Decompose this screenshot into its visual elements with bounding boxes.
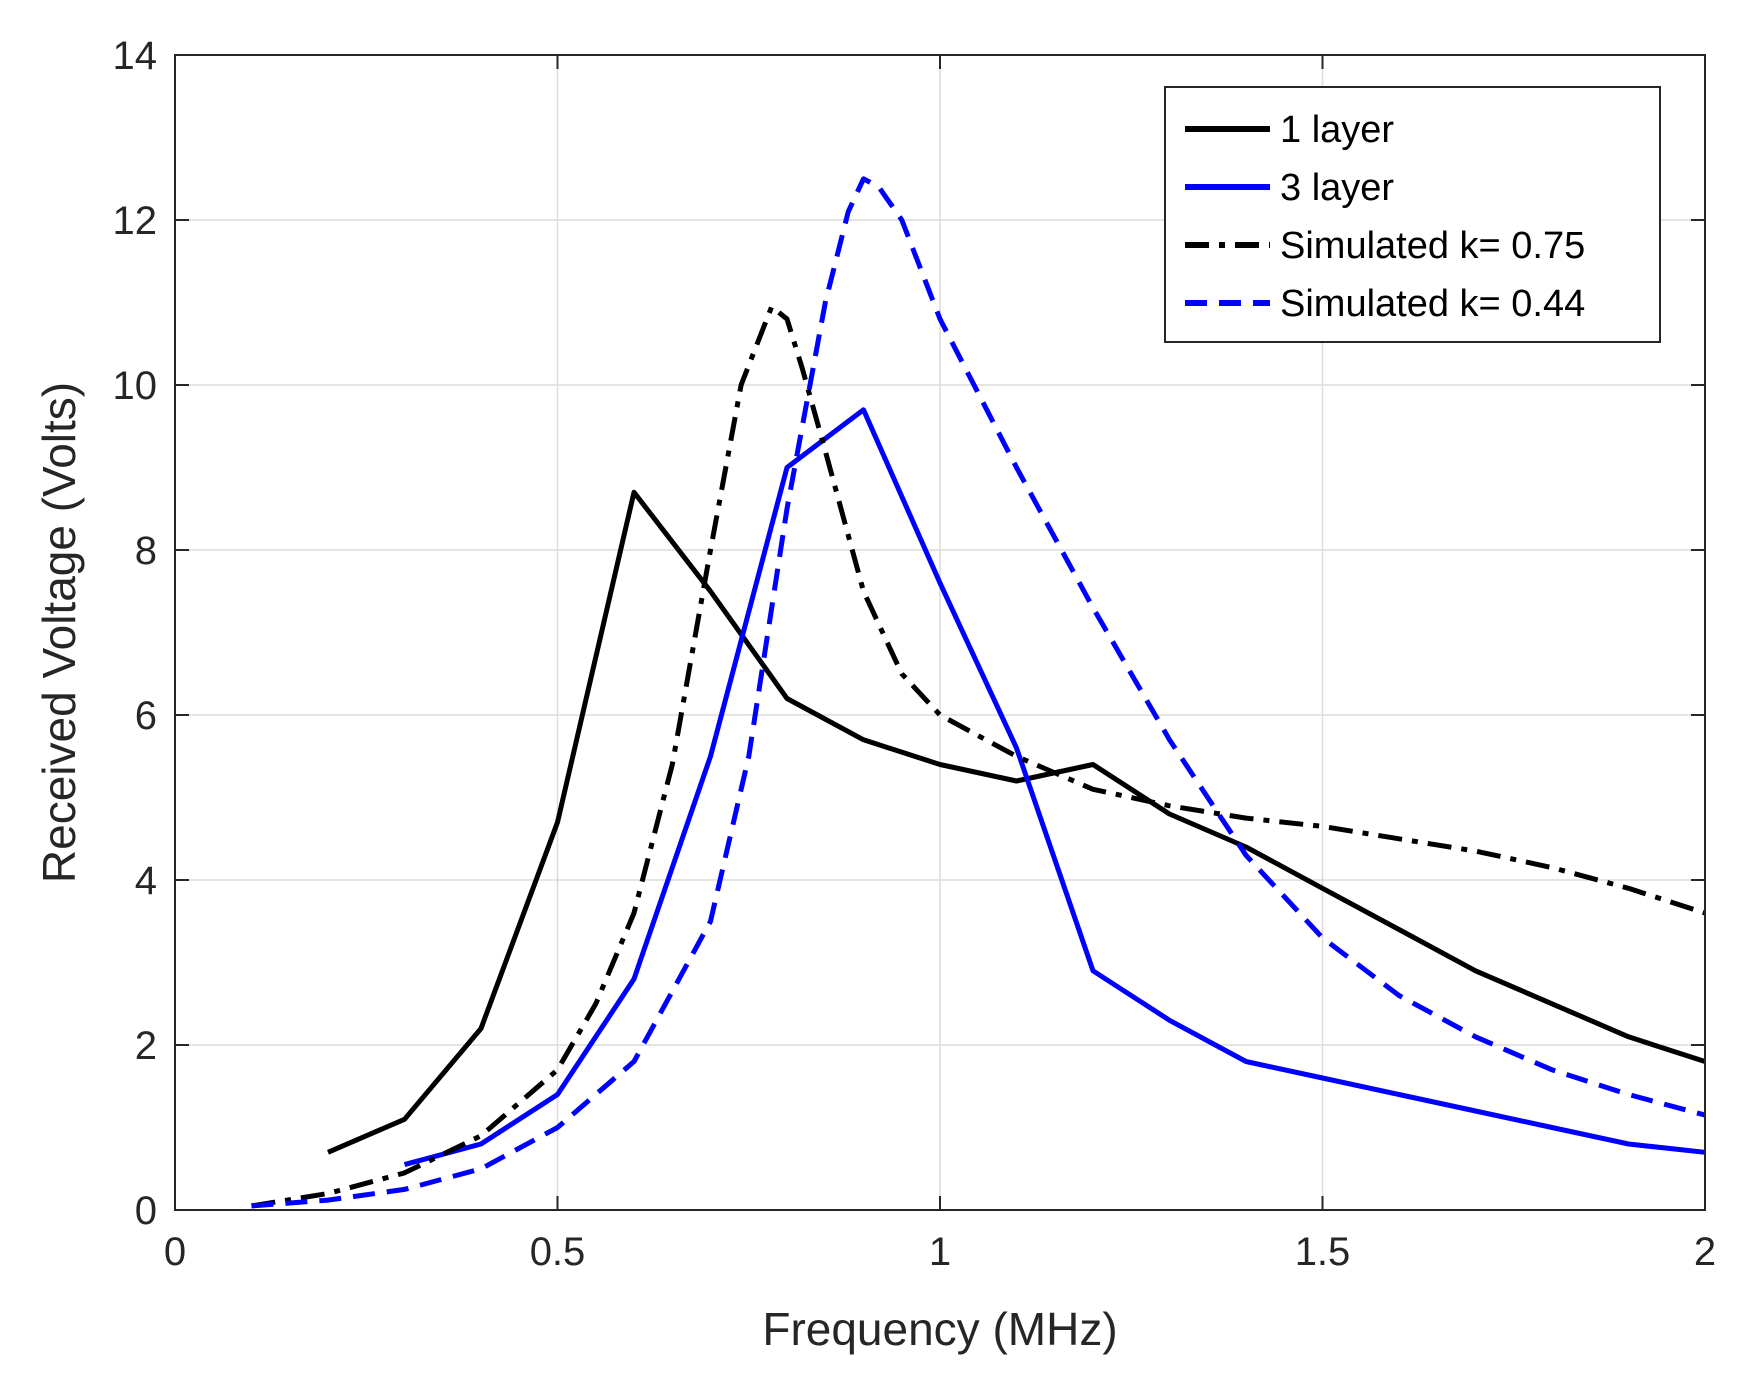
x-tick-label: 1 <box>929 1230 951 1274</box>
series-line-1 <box>403 407 1706 1168</box>
x-tick-label: 1.5 <box>1295 1230 1351 1274</box>
y-tick-label: 6 <box>135 694 157 738</box>
y-tick-label: 2 <box>135 1024 157 1068</box>
y-tick-label: 12 <box>113 199 158 243</box>
x-tick-label: 0 <box>164 1230 186 1274</box>
x-tick-label: 2 <box>1694 1230 1716 1274</box>
y-tick-label: 10 <box>113 364 158 408</box>
y-tick-label: 4 <box>135 859 157 903</box>
legend-label: Simulated k= 0.75 <box>1280 225 1585 267</box>
series-line-2 <box>251 304 1706 1209</box>
series-line-0 <box>327 489 1706 1155</box>
axis-ticks: 0 0.5 1 1.5 2 0 2 4 6 8 10 12 14 <box>113 34 1717 1274</box>
x-tick-label: 0.5 <box>530 1230 586 1274</box>
series-lines <box>251 176 1706 1209</box>
legend-label: 3 layer <box>1280 167 1394 209</box>
y-tick-label: 8 <box>135 529 157 573</box>
legend-label: Simulated k= 0.44 <box>1280 283 1585 325</box>
legend: 1 layer 3 layer Simulated k= 0.75 Simulated… <box>1164 86 1661 343</box>
y-tick-label: 0 <box>135 1189 157 1233</box>
x-axis-label: Frequency (MHz) <box>762 1303 1117 1355</box>
series-line-3 <box>251 176 1706 1209</box>
y-axis-label: Received Voltage (Volts) <box>33 382 85 883</box>
y-tick-label: 14 <box>113 34 158 78</box>
legend-label: 1 layer <box>1280 109 1394 151</box>
